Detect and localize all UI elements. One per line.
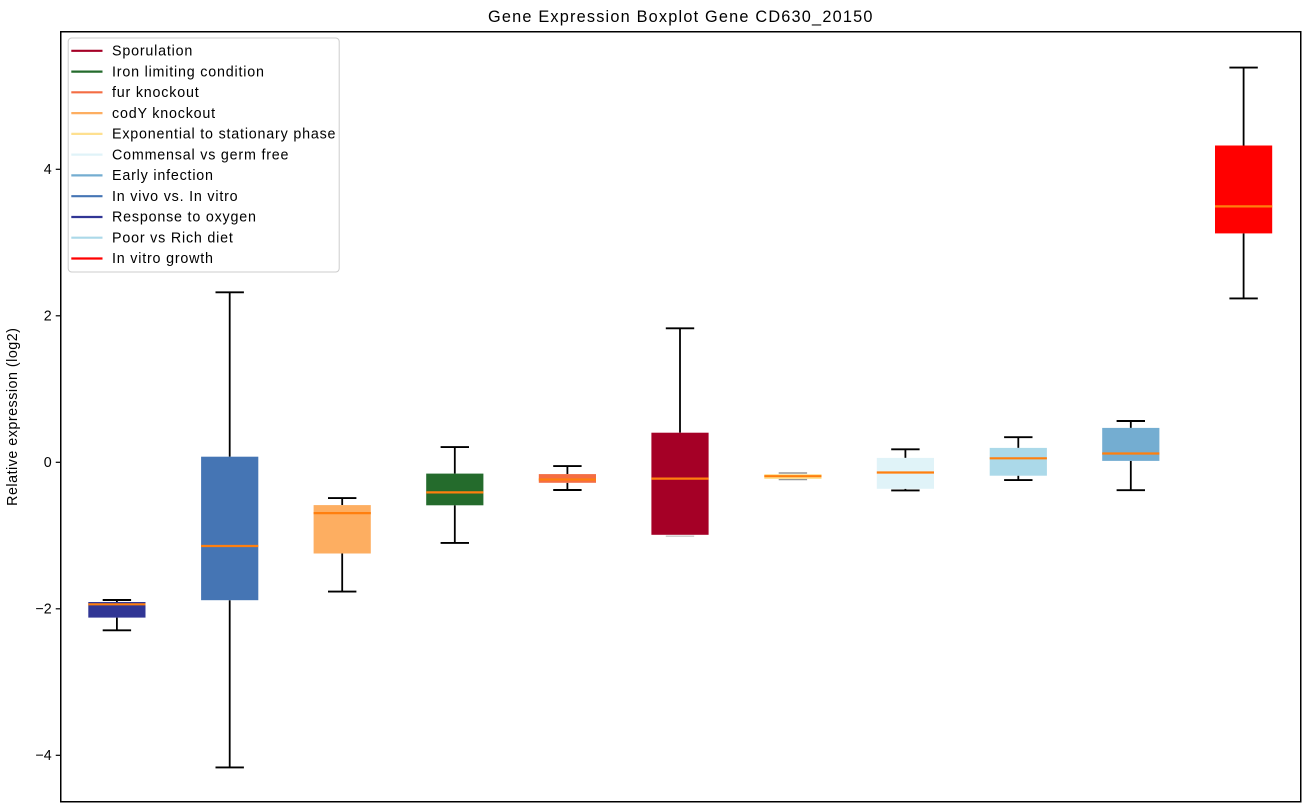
svg-text:2: 2 (44, 309, 52, 325)
svg-text:Exponential to stationary phas: Exponential to stationary phase (112, 127, 336, 143)
svg-text:−4: −4 (35, 748, 51, 764)
svg-text:In vitro growth: In vitro growth (112, 251, 214, 267)
svg-text:Commensal vs germ free: Commensal vs germ free (112, 147, 289, 163)
svg-text:Response to oxygen: Response to oxygen (112, 210, 257, 226)
svg-text:In vivo vs. In vitro: In vivo vs. In vitro (112, 189, 238, 205)
svg-text:0: 0 (44, 455, 52, 471)
svg-text:−2: −2 (35, 602, 51, 618)
svg-text:Relative expression (log2): Relative expression (log2) (5, 328, 21, 506)
svg-text:4: 4 (44, 162, 52, 178)
svg-text:Gene Expression Boxplot Gene C: Gene Expression Boxplot Gene CD630_20150 (488, 8, 874, 26)
svg-text:codY knockout: codY knockout (112, 106, 216, 122)
svg-text:Early infection: Early infection (112, 168, 214, 184)
svg-text:Poor vs Rich diet: Poor vs Rich diet (112, 230, 234, 246)
svg-text:fur knockout: fur knockout (112, 85, 199, 101)
svg-text:Iron limiting condition: Iron limiting condition (112, 64, 265, 80)
svg-text:Sporulation: Sporulation (112, 44, 193, 60)
